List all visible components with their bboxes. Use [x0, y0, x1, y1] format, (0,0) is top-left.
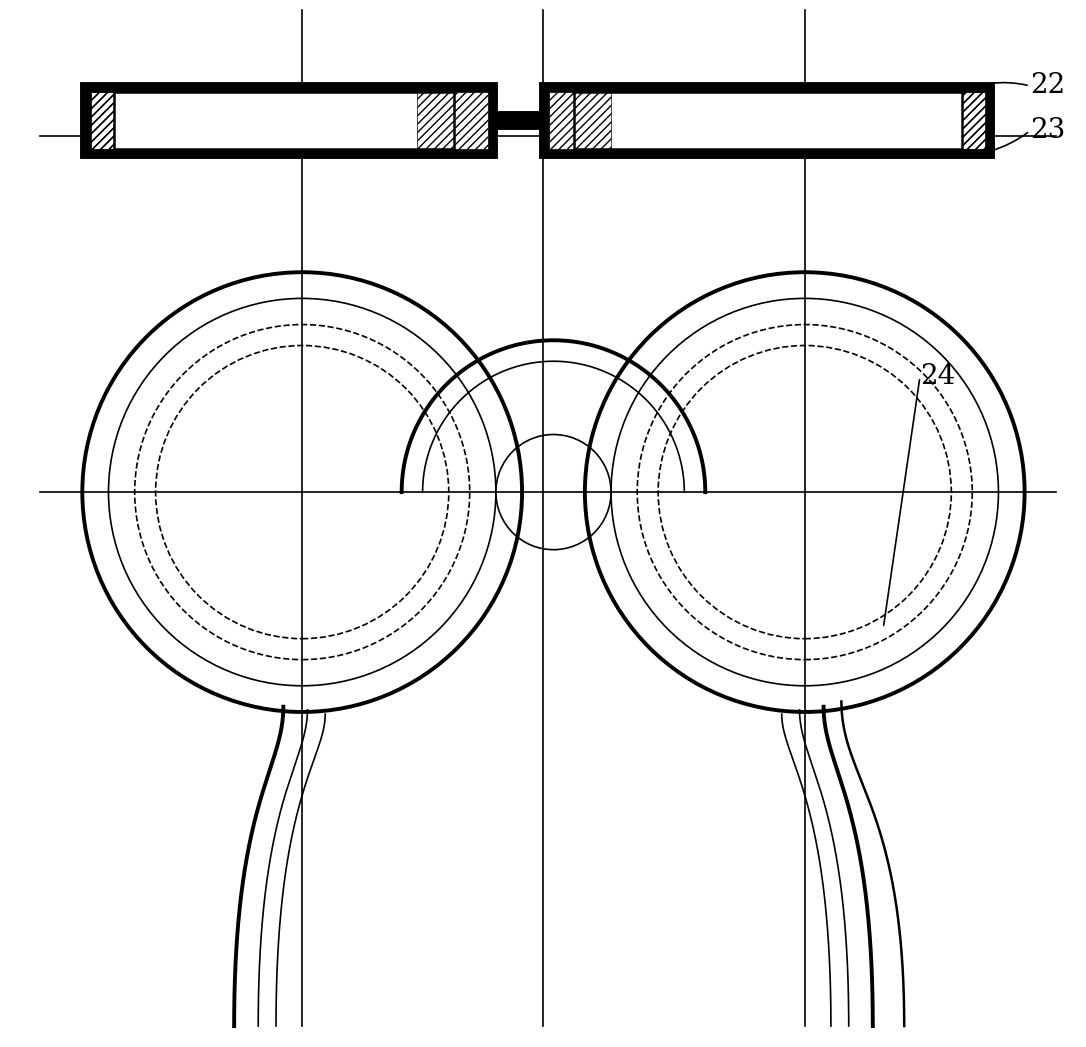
Bar — [417, 92, 454, 149]
Text: 22: 22 — [1030, 72, 1065, 99]
Bar — [496, 113, 541, 128]
Bar — [91, 92, 488, 149]
Bar — [574, 92, 611, 149]
Bar — [114, 92, 454, 149]
Bar — [541, 84, 994, 157]
Text: 23: 23 — [1030, 117, 1065, 144]
Bar — [83, 84, 496, 157]
Bar — [574, 92, 962, 149]
Bar — [550, 92, 985, 149]
Bar — [83, 92, 114, 149]
Bar — [962, 92, 994, 149]
Text: 24: 24 — [920, 363, 956, 391]
